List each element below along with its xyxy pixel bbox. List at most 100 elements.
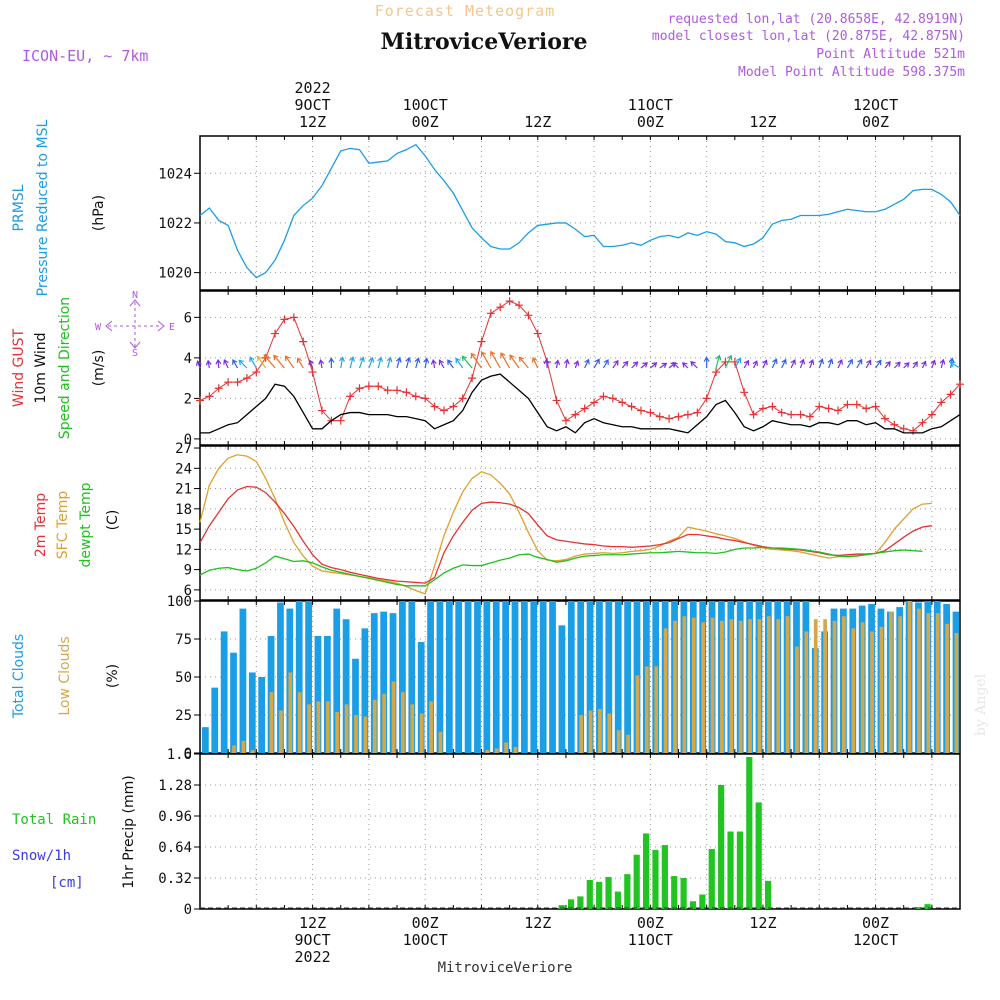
total-cloud-bar <box>408 601 416 753</box>
wind-direction-arrow <box>386 356 393 369</box>
rain-bar <box>642 833 650 909</box>
wind-direction-arrow <box>875 359 882 369</box>
low-cloud-bar <box>720 620 724 753</box>
low-cloud-bar <box>663 628 668 753</box>
low-cloud-bar <box>494 748 499 753</box>
total-cloud-bar <box>577 601 585 753</box>
low-cloud-bar <box>241 740 246 753</box>
total-cloud-bar <box>305 601 312 753</box>
wind-direction-arrow <box>438 359 445 369</box>
y-tick-label: 0 <box>184 746 192 762</box>
low-cloud-bar <box>598 708 602 753</box>
rain-bar <box>586 879 593 909</box>
low-cloud-bar <box>579 715 584 753</box>
low-cloud-bar <box>401 692 405 753</box>
gust-point <box>824 404 833 413</box>
rain-bar <box>614 891 622 909</box>
wind-direction-arrow <box>215 358 222 369</box>
wind-direction-arrow <box>593 358 600 369</box>
point-altitude: Point Altitude 521m <box>816 47 965 62</box>
gust-point <box>862 404 871 413</box>
wind-direction-arrow <box>328 357 335 368</box>
temp-2m-line <box>199 485 932 584</box>
gust-point <box>449 402 458 411</box>
wind-direction-arrow <box>470 352 482 369</box>
gust-point <box>937 398 946 407</box>
gust-point <box>758 404 767 413</box>
gust-point <box>665 414 674 423</box>
low-cloud-bar <box>738 620 743 753</box>
wind-direction-arrow <box>414 357 421 369</box>
rain-bar <box>624 874 631 909</box>
gust-point <box>655 412 664 421</box>
wind-direction-arrow <box>690 360 698 369</box>
gust-point <box>336 416 345 425</box>
wind-direction-arrow <box>939 358 946 369</box>
low-cloud-bar <box>429 701 433 753</box>
top-time-label: 00Z <box>412 113 439 131</box>
y-tick-label: 0.32 <box>158 871 192 887</box>
total-cloud-bar <box>436 601 444 753</box>
y-tick-label: 25 <box>175 708 192 724</box>
low-cloud-bar <box>748 619 752 753</box>
gust-point <box>214 384 223 393</box>
low-cloud-bar <box>907 601 912 753</box>
total-cloud-bar <box>314 635 322 753</box>
low-cloud-bar <box>635 675 640 753</box>
total-cloud-bar <box>323 635 331 753</box>
wind-direction-arrow <box>762 359 768 369</box>
low-cloud-bar <box>766 616 771 753</box>
gust-point <box>496 303 505 312</box>
total-cloud-bar <box>464 601 472 753</box>
gust-point <box>636 406 645 415</box>
dewpt-label: dewpt Temp <box>78 482 94 567</box>
low-cloud-bar <box>795 646 799 753</box>
gust-point <box>252 368 261 377</box>
low-cloud-bar <box>832 620 837 753</box>
wind-direction-arrow <box>903 362 910 369</box>
wind-direction-arrow <box>223 358 229 369</box>
bottom-time-label: 12Z <box>299 914 326 932</box>
low-cloud-bar <box>851 628 856 753</box>
total-cloud-bar <box>549 601 556 753</box>
temperature-panel: 6 9 12 15 18 21 24 27 <box>175 441 961 601</box>
wind-direction-arrow <box>921 360 927 369</box>
top-time-label: 10OCT <box>403 96 448 114</box>
gust-point <box>374 382 383 391</box>
low-cloud-bar <box>691 617 696 753</box>
total-cloud-bar <box>605 601 613 753</box>
gust-point <box>552 396 561 405</box>
rain-bar <box>755 802 762 909</box>
wind-direction-arrow <box>612 359 619 369</box>
y-tick-label: 4 <box>184 351 192 367</box>
rain-bar <box>699 894 706 909</box>
gust-point <box>880 414 889 423</box>
y-tick-label: 1.28 <box>158 778 192 794</box>
top-time-label: 00Z <box>862 113 889 131</box>
low-cloud-bar <box>917 608 921 753</box>
wind-direction-arrow <box>703 356 710 368</box>
wind-direction-arrow <box>771 358 778 369</box>
wind-direction-arrow <box>621 360 629 369</box>
gust-point <box>271 329 280 338</box>
wind-direction-arrow <box>543 358 550 369</box>
total-cloud-bar <box>230 652 237 753</box>
y-tick-label: 0 <box>184 432 192 448</box>
wind-direction-arrow <box>308 359 314 369</box>
footer-title: MitroviceVeriore <box>438 960 573 976</box>
low-cloud-bar <box>710 617 715 753</box>
rain-bar <box>661 845 668 909</box>
total-cloud-bar <box>614 601 622 753</box>
top-time-label: 12Z <box>299 113 326 131</box>
pressure-label-2: Pressure Reduced to MSL <box>35 119 51 296</box>
wind-direction-arrow <box>339 356 345 369</box>
low-cloud-bar <box>607 713 612 753</box>
gust-point <box>393 386 402 395</box>
gust-point <box>777 408 786 417</box>
y-tick-label: 0.64 <box>158 840 192 856</box>
wind-direction-arrow <box>195 360 202 369</box>
gust-point <box>421 394 430 403</box>
panel-frame <box>199 753 961 910</box>
top-time-label: 00Z <box>637 113 664 131</box>
